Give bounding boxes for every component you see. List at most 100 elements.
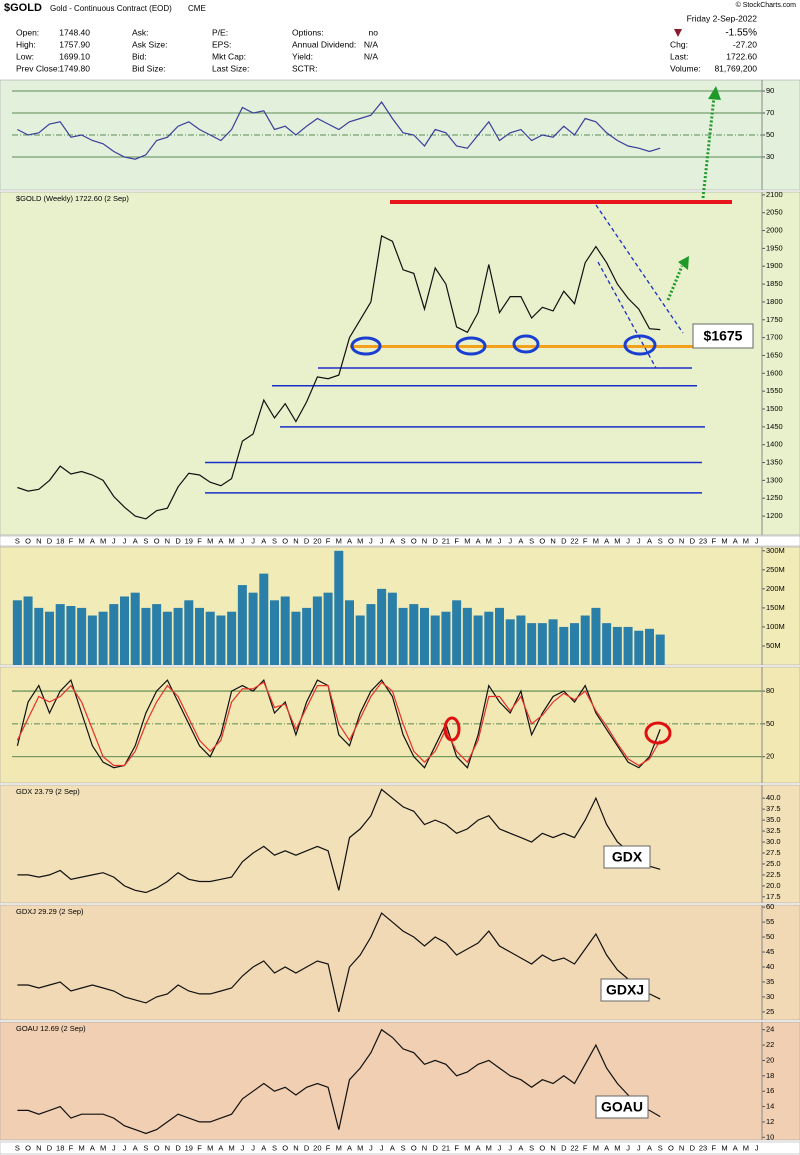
x-tick-label: D xyxy=(561,1143,567,1152)
y-tick-label: 250M xyxy=(766,565,785,574)
x-tick-label: M xyxy=(464,1143,470,1152)
x-tick-label: 20 xyxy=(313,1143,321,1152)
volume-bar xyxy=(130,592,140,665)
field-label: Prev Close: xyxy=(16,63,60,73)
y-tick-label: 50 xyxy=(766,130,774,139)
volume-bar xyxy=(312,596,322,665)
y-tick-label: 90 xyxy=(766,86,774,95)
y-tick-label: 45 xyxy=(766,947,774,956)
x-tick-label: S xyxy=(15,536,20,545)
x-tick-label: S xyxy=(15,1143,20,1152)
x-tick-label: F xyxy=(197,1143,202,1152)
annotation-box xyxy=(692,323,754,349)
x-tick-label: F xyxy=(69,1143,74,1152)
volume-bar xyxy=(280,596,290,665)
x-tick-label: J xyxy=(626,1143,630,1152)
panel-title: GDXJ 29.29 (2 Sep) xyxy=(16,907,84,916)
x-tick-label: J xyxy=(123,1143,127,1152)
y-tick-label: 150M xyxy=(766,603,785,612)
x-tick-label: S xyxy=(658,1143,663,1152)
field-label: Yield: xyxy=(292,51,313,61)
x-tick-label: M xyxy=(100,536,106,545)
y-tick-label: 1650 xyxy=(766,350,783,359)
field-label: P/E: xyxy=(212,27,228,37)
volume-bar xyxy=(237,585,247,665)
y-tick-label: 30.0 xyxy=(766,837,781,846)
x-tick-label: F xyxy=(454,536,459,545)
x-tick-label: M xyxy=(336,1143,342,1152)
x-tick-label: M xyxy=(79,536,85,545)
volume-bar xyxy=(195,607,204,665)
x-tick-label: 20 xyxy=(313,536,321,545)
x-tick-label: J xyxy=(123,536,127,545)
volume-bar xyxy=(45,611,54,665)
volume-bar xyxy=(398,607,408,665)
x-tick-label: A xyxy=(261,536,266,545)
y-tick-label: 14 xyxy=(766,1102,774,1111)
volume-bar xyxy=(109,604,119,665)
change-pct: -1.55% xyxy=(725,28,757,39)
volume-bar xyxy=(580,615,590,665)
field-value: N/A xyxy=(364,39,379,49)
arrow xyxy=(701,96,716,199)
y-tick-label: 1850 xyxy=(766,279,783,288)
panel-title: GOAU 12.69 (2 Sep) xyxy=(16,1024,86,1033)
circle-marker xyxy=(623,334,657,356)
x-tick-label: J xyxy=(251,536,255,545)
volume-bar xyxy=(409,604,419,665)
y-tick-label: 300M xyxy=(766,546,785,555)
y-tick-label: 27.5 xyxy=(766,848,781,857)
y-tick-label: 40 xyxy=(766,962,774,971)
volume-bar xyxy=(323,592,333,665)
annotation-box xyxy=(603,845,651,869)
volume-bar xyxy=(645,628,654,665)
panel-title: $GOLD (Weekly) 1722.60 (2 Sep) xyxy=(16,194,129,203)
x-tick-label: J xyxy=(508,1143,512,1152)
x-tick-label: A xyxy=(476,1143,481,1152)
x-tick-label: M xyxy=(593,536,599,545)
y-tick-label: 40.0 xyxy=(766,793,781,802)
volume-bar xyxy=(87,615,97,665)
y-tick-label: 10 xyxy=(766,1132,774,1141)
volume-bar xyxy=(441,611,451,665)
series-line xyxy=(17,788,661,894)
y-tick-label: 37.5 xyxy=(766,804,781,813)
x-tick-label: D xyxy=(304,1143,310,1152)
x-tick-label: M xyxy=(357,536,363,545)
volume-bar xyxy=(248,592,258,665)
volume-bar xyxy=(420,607,429,665)
x-tick-label: J xyxy=(251,1143,255,1152)
x-tick-label: A xyxy=(90,1143,95,1152)
y-tick-label: 1250 xyxy=(766,493,783,502)
x-tick-label: M xyxy=(207,536,213,545)
field-label: Annual Dividend: xyxy=(292,39,356,49)
x-tick-label: O xyxy=(25,1143,31,1152)
field-label: Last: xyxy=(670,51,688,61)
field-label: SCTR: xyxy=(292,63,318,73)
y-tick-label: 1700 xyxy=(766,333,783,342)
volume-bar xyxy=(55,604,65,665)
y-tick-label: 2000 xyxy=(766,226,783,235)
volume-bar xyxy=(152,604,162,665)
annotations xyxy=(350,86,721,745)
y-tick-label: 12 xyxy=(766,1117,774,1126)
x-tick-label: N xyxy=(422,536,427,545)
field-label: Volume: xyxy=(670,63,701,73)
x-tick-label: D xyxy=(433,1143,439,1152)
annotation-box xyxy=(595,1095,649,1119)
x-tick-label: 23 xyxy=(699,1143,707,1152)
series-line xyxy=(17,100,661,160)
x-tick-label: O xyxy=(539,1143,545,1152)
volume-bar xyxy=(591,607,601,665)
volume-bar xyxy=(216,615,226,665)
x-tick-label: S xyxy=(272,1143,277,1152)
y-tick-label: 1800 xyxy=(766,297,783,306)
y-tick-label: 50M xyxy=(766,641,781,650)
x-tick-label: S xyxy=(529,536,534,545)
circle-marker xyxy=(443,716,461,742)
x-tick-label: J xyxy=(112,1143,116,1152)
down-triangle xyxy=(674,29,682,37)
x-tick-label: M xyxy=(486,1143,492,1152)
x-tick-label: 19 xyxy=(185,536,193,545)
x-tick-label: A xyxy=(347,1143,352,1152)
